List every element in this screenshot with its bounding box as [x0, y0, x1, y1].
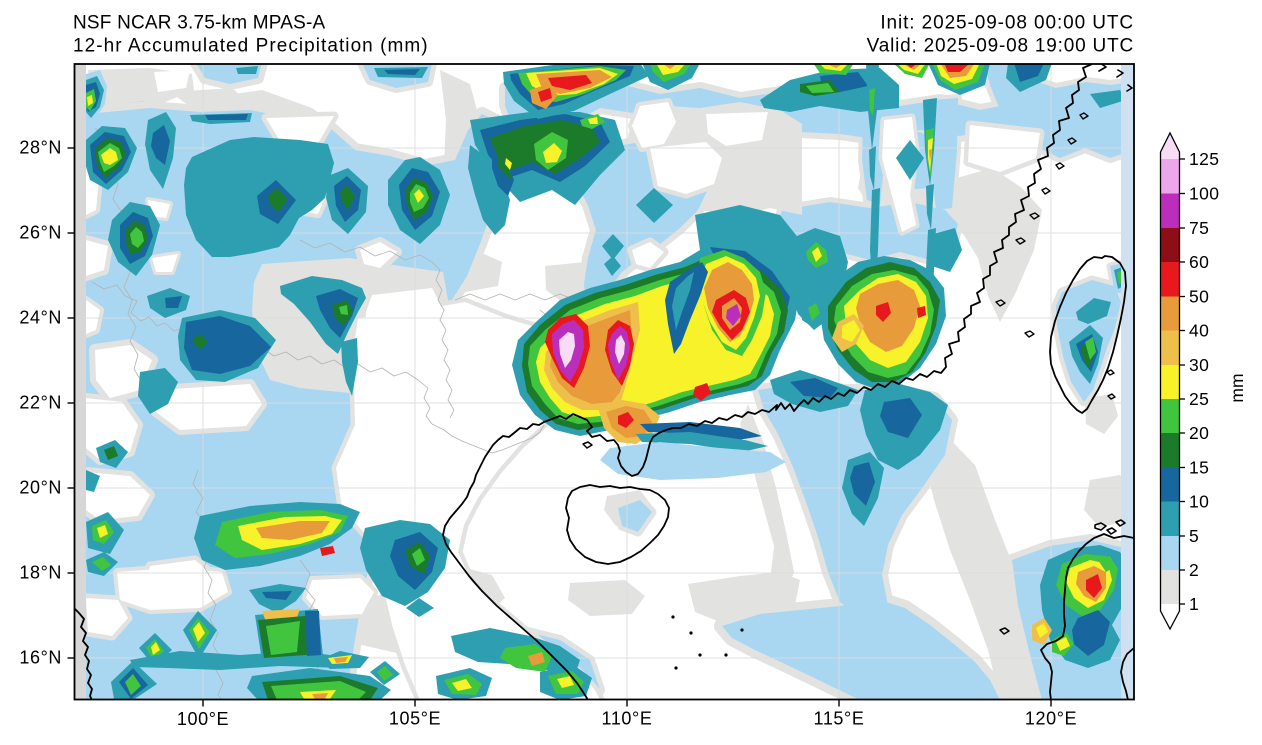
- svg-text:20°N: 20°N: [19, 478, 62, 498]
- svg-text:75: 75: [1189, 218, 1209, 238]
- svg-text:15: 15: [1189, 458, 1209, 478]
- svg-text:10: 10: [1189, 492, 1209, 512]
- svg-text:mm: mm: [1227, 373, 1247, 402]
- svg-text:NSF NCAR 3.75-km MPAS-A: NSF NCAR 3.75-km MPAS-A: [73, 13, 325, 34]
- svg-text:Valid: 2025-09-08 19:00 UTC: Valid: 2025-09-08 19:00 UTC: [867, 36, 1134, 57]
- svg-text:Init: 2025-09-08 00:00 UTC: Init: 2025-09-08 00:00 UTC: [880, 13, 1134, 34]
- svg-text:25: 25: [1189, 389, 1209, 409]
- svg-text:22°N: 22°N: [19, 393, 62, 413]
- svg-text:100: 100: [1189, 184, 1219, 204]
- svg-text:110°E: 110°E: [602, 709, 653, 729]
- svg-text:125: 125: [1189, 149, 1219, 169]
- svg-text:30: 30: [1189, 355, 1209, 375]
- svg-text:1: 1: [1189, 594, 1199, 614]
- svg-text:16°N: 16°N: [19, 648, 62, 668]
- svg-text:105°E: 105°E: [389, 709, 441, 729]
- svg-text:20: 20: [1189, 423, 1209, 443]
- svg-text:12-hr Accumulated Precipitatio: 12-hr Accumulated Precipitation (mm): [73, 36, 429, 57]
- svg-text:100°E: 100°E: [177, 709, 229, 729]
- svg-text:28°N: 28°N: [19, 138, 62, 158]
- svg-text:26°N: 26°N: [19, 223, 62, 243]
- svg-text:50: 50: [1189, 287, 1209, 307]
- svg-text:40: 40: [1189, 321, 1209, 341]
- svg-text:2: 2: [1189, 560, 1199, 580]
- svg-text:24°N: 24°N: [19, 308, 62, 328]
- svg-text:18°N: 18°N: [19, 563, 62, 583]
- svg-text:120°E: 120°E: [1025, 709, 1077, 729]
- svg-text:60: 60: [1189, 252, 1209, 272]
- svg-text:5: 5: [1189, 526, 1199, 546]
- svg-text:115°E: 115°E: [814, 709, 865, 729]
